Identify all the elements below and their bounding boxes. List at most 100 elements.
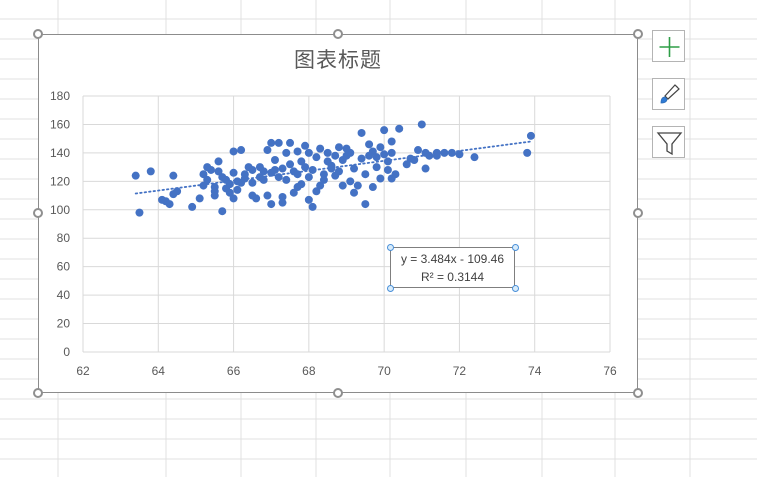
data-point[interactable] (252, 194, 261, 203)
label-resize-handle[interactable] (387, 244, 394, 251)
data-point[interactable] (274, 138, 283, 147)
data-point[interactable] (278, 192, 287, 201)
data-point[interactable] (346, 177, 355, 186)
data-point[interactable] (225, 188, 234, 197)
data-point[interactable] (361, 200, 370, 209)
chart-styles-button[interactable] (652, 78, 685, 110)
resize-handle-top-right[interactable] (633, 29, 643, 39)
data-point[interactable] (146, 167, 155, 176)
data-point[interactable] (263, 191, 272, 200)
data-point[interactable] (214, 157, 223, 166)
data-point[interactable] (259, 175, 268, 184)
data-point[interactable] (229, 168, 238, 177)
data-point[interactable] (274, 173, 283, 182)
trendline-label[interactable]: y = 3.484x - 109.46 R² = 0.3144 (390, 247, 515, 288)
label-resize-handle[interactable] (387, 285, 394, 292)
data-point[interactable] (421, 164, 430, 173)
data-point[interactable] (267, 138, 276, 147)
data-point[interactable] (414, 146, 423, 155)
data-point[interactable] (376, 174, 385, 183)
data-point[interactable] (282, 148, 291, 157)
data-point[interactable] (410, 156, 419, 164)
data-point[interactable] (214, 167, 223, 176)
data-point[interactable] (432, 148, 441, 157)
data-point[interactable] (353, 181, 362, 190)
data-point[interactable] (229, 194, 238, 203)
data-point[interactable] (395, 124, 404, 133)
data-point[interactable] (455, 150, 464, 159)
data-point[interactable] (440, 148, 449, 157)
data-point[interactable] (365, 140, 374, 149)
data-point[interactable] (402, 160, 411, 169)
data-point[interactable] (270, 156, 279, 164)
data-point[interactable] (188, 202, 197, 211)
data-point[interactable] (368, 183, 377, 192)
data-point[interactable] (270, 165, 279, 174)
data-point[interactable] (240, 174, 249, 183)
resize-handle-top-left[interactable] (33, 29, 43, 39)
data-point[interactable] (350, 164, 359, 173)
data-point[interactable] (387, 148, 396, 157)
data-point[interactable] (210, 191, 219, 200)
data-point[interactable] (297, 157, 306, 166)
data-point[interactable] (417, 120, 426, 129)
data-point[interactable] (225, 180, 234, 189)
data-point[interactable] (229, 147, 238, 156)
data-point[interactable] (308, 165, 317, 174)
data-point[interactable] (338, 181, 347, 190)
data-point[interactable] (248, 178, 257, 187)
data-point[interactable] (308, 202, 317, 211)
data-point[interactable] (470, 153, 479, 162)
label-resize-handle[interactable] (512, 244, 519, 251)
data-point[interactable] (323, 148, 332, 157)
data-point[interactable] (199, 181, 208, 190)
chart-elements-button[interactable] (652, 30, 685, 62)
data-point[interactable] (319, 170, 328, 179)
data-point[interactable] (334, 143, 343, 152)
data-point[interactable] (278, 198, 287, 207)
data-point[interactable] (334, 167, 343, 176)
data-point[interactable] (263, 146, 272, 155)
resize-handle-bottom-right[interactable] (633, 388, 643, 398)
data-point[interactable] (135, 208, 144, 217)
data-point[interactable] (289, 188, 298, 197)
data-point[interactable] (206, 165, 215, 174)
data-point[interactable] (361, 170, 370, 179)
data-point[interactable] (259, 167, 268, 176)
data-point[interactable] (383, 165, 392, 174)
data-point[interactable] (447, 148, 456, 157)
data-point[interactable] (380, 150, 389, 159)
data-point[interactable] (297, 180, 306, 189)
data-point[interactable] (376, 143, 385, 152)
data-point[interactable] (319, 175, 328, 184)
data-point[interactable] (523, 148, 532, 157)
data-point[interactable] (293, 170, 302, 179)
data-point[interactable] (165, 200, 174, 209)
data-point[interactable] (304, 195, 313, 204)
data-point[interactable] (169, 171, 178, 180)
data-point[interactable] (312, 187, 321, 196)
data-point[interactable] (316, 144, 325, 153)
data-point[interactable] (301, 163, 310, 172)
data-point[interactable] (380, 126, 389, 135)
chart-title[interactable]: 图表标题 (294, 49, 382, 72)
data-point[interactable] (357, 154, 366, 163)
data-point[interactable] (199, 170, 208, 179)
data-point[interactable] (350, 188, 359, 197)
data-point[interactable] (387, 137, 396, 146)
data-point[interactable] (173, 187, 182, 196)
data-point[interactable] (203, 175, 212, 184)
data-point[interactable] (372, 163, 381, 172)
resize-handle-bottom[interactable] (333, 388, 343, 398)
data-point[interactable] (331, 151, 340, 160)
resize-handle-left[interactable] (33, 208, 43, 218)
data-point[interactable] (248, 165, 257, 174)
resize-handle-bottom-left[interactable] (33, 388, 43, 398)
data-point[interactable] (293, 147, 302, 156)
data-point[interactable] (210, 183, 219, 192)
data-point[interactable] (304, 173, 313, 182)
data-point[interactable] (233, 185, 242, 194)
data-point[interactable] (218, 207, 227, 216)
data-point[interactable] (372, 153, 381, 162)
label-resize-handle[interactable] (512, 285, 519, 292)
